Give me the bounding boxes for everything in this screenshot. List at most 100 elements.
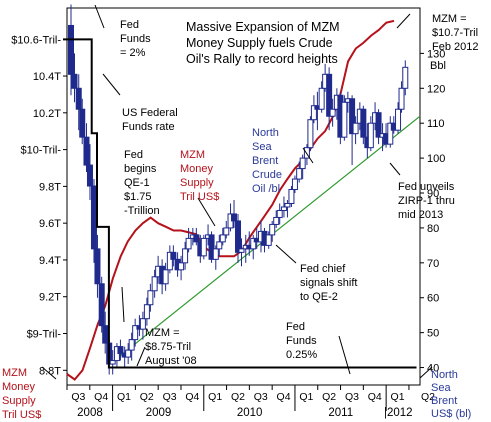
brent-candle <box>349 95 356 166</box>
brent-candle-body <box>265 234 272 246</box>
left-tick-label: 9.8T <box>39 181 61 193</box>
brent-candle-body <box>166 251 173 271</box>
brent-candle-body <box>231 213 238 222</box>
brent-candle <box>117 339 124 361</box>
brent-candle <box>367 116 374 152</box>
brent-candle-body <box>367 122 374 149</box>
brent-candle <box>147 283 154 312</box>
brent-candle <box>125 343 132 365</box>
brent-candle <box>75 74 82 131</box>
brent-candle-body <box>200 237 207 257</box>
brent-candle <box>71 53 78 103</box>
brent-candle-body <box>288 189 295 204</box>
brent-candle <box>128 332 135 361</box>
brent-candle-body <box>235 220 242 253</box>
brent-candle <box>265 231 272 249</box>
brent-candle <box>387 116 394 148</box>
brent-candle-body <box>402 66 409 89</box>
left-tick-label: $9-Tril- <box>27 329 62 341</box>
left-axis: $10.6-Tril- 10.4T 10.2T $10-Tril- 9.8T 9.6T 9.… <box>11 34 67 377</box>
left-axis-title: MZM Money Supply Tril US$ <box>2 367 41 421</box>
brent-candle-body <box>83 136 90 166</box>
left-tick-label: $10.6-Tril- <box>11 34 61 46</box>
brent-candle <box>86 144 93 200</box>
year-label: |2012 <box>384 407 413 419</box>
brent-candle <box>200 234 207 260</box>
quarter-label: Q2 <box>231 391 245 403</box>
right-tick-label: 100 <box>427 153 445 165</box>
brent-candle <box>291 175 298 194</box>
brent-candles-layer <box>68 4 409 375</box>
brent-candle <box>166 245 173 274</box>
right-axis-title: North Sea Brent US$ (bl) <box>431 369 471 420</box>
chart-title: Massive Expansion of MZM Money Supply fu… <box>186 20 343 66</box>
brent-candle <box>139 311 146 340</box>
brent-candle-body <box>307 119 314 149</box>
brent-candle <box>231 199 238 228</box>
brent-candle-body <box>360 108 367 138</box>
annotation-mzm-aug08: MZM = $8.75-Tril August '08 <box>145 327 197 367</box>
brent-candle-body <box>109 360 116 365</box>
brent-candle-body <box>284 202 291 208</box>
brent-candle-body <box>387 122 394 145</box>
brent-candle <box>83 123 90 173</box>
brent-candle-body <box>398 87 405 110</box>
brent-candle <box>284 199 291 218</box>
brent-candle-body <box>296 168 303 180</box>
brent-candle <box>102 311 109 354</box>
year-label: 2010 <box>237 407 263 419</box>
brent-candle-body <box>117 346 124 355</box>
brent-candle <box>307 116 314 152</box>
brent-candle <box>288 186 295 207</box>
year-label: 2008 <box>77 407 103 419</box>
brent-candle-body <box>223 227 230 236</box>
brent-candle-body <box>182 248 189 264</box>
quarter-label: Q4 <box>185 391 199 403</box>
brent-candle-body <box>132 325 139 341</box>
quarter-label: Q4 <box>277 391 291 403</box>
brent-candle-body <box>139 318 146 330</box>
quarter-label: Q1 <box>299 391 313 403</box>
brent-candle-body <box>94 248 101 285</box>
brent-candle-body <box>326 73 333 117</box>
brent-candle-body <box>98 283 105 327</box>
fed-funds-layer <box>63 38 417 369</box>
brent-candle-body <box>162 269 169 285</box>
quarter-label: Q2 <box>322 391 336 403</box>
brent-candle-body <box>341 101 348 138</box>
annotation-fed-funds-low: Fed Funds 0.25% <box>286 321 320 361</box>
annotation-mzm-current: MZM = $10.7-Tril Feb 2012 <box>432 13 481 53</box>
brent-candle <box>223 220 230 239</box>
quarter-label: Q2 <box>421 391 435 403</box>
brent-candle-body <box>276 209 283 218</box>
quarter-label: Q3 <box>345 391 359 403</box>
brent-candle <box>398 81 405 113</box>
brent-candle <box>360 105 367 145</box>
right-axis-unit-label: Bbl <box>430 60 446 72</box>
brent-candle-body <box>269 223 276 236</box>
brent-candle <box>216 234 223 256</box>
brent-candle-body <box>238 248 245 253</box>
right-axis: Bbl 40 50 60 70 80 90 100 110 120 130 <box>420 48 446 375</box>
brent-candle <box>280 196 287 218</box>
quarter-label: Q3 <box>254 391 268 403</box>
right-tick-label: 130 <box>427 48 445 60</box>
brent-candle-body <box>71 73 78 89</box>
brent-candle <box>276 203 283 225</box>
brent-candle <box>318 81 325 113</box>
brent-candle <box>273 210 280 228</box>
annotation-fed-chief-qe2: Fed chief signals shift to QE-2 <box>300 263 361 303</box>
brent-candle <box>162 262 169 291</box>
brent-candle <box>352 116 359 145</box>
annotation-fed-unveils-zirp: Fed unveils ZIRP-1 thru mid 2013 <box>398 181 458 221</box>
left-tick-label: 10.4T <box>33 71 61 83</box>
brent-candle-body <box>299 157 306 170</box>
brent-candle <box>68 4 74 96</box>
annotation-fed-funds-2pct: Fed Funds = 2% <box>120 19 154 59</box>
brent-candle-body <box>375 112 382 138</box>
brent-candle-body <box>75 87 82 110</box>
year-label: 2011 <box>328 407 353 419</box>
brent-candle <box>238 238 245 267</box>
brent-candle <box>402 60 409 96</box>
brent-candle-body <box>349 98 356 135</box>
